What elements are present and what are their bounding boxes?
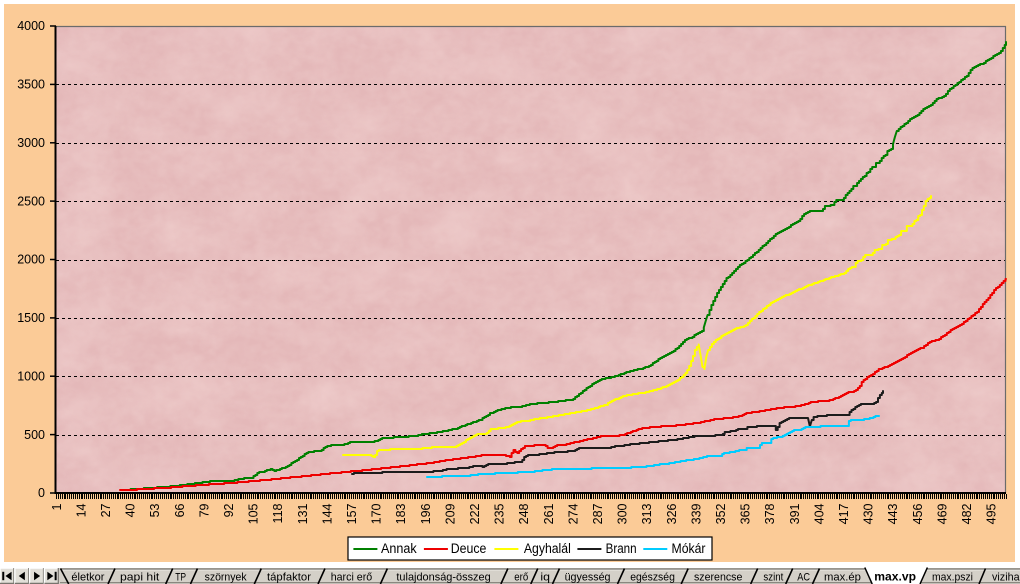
svg-text:27: 27 [99, 503, 113, 517]
svg-text:144: 144 [320, 503, 334, 524]
svg-text:3000: 3000 [17, 136, 45, 150]
svg-text:max.pszi: max.pszi [932, 572, 973, 584]
svg-text:1000: 1000 [17, 369, 45, 383]
svg-text:404: 404 [812, 503, 826, 524]
svg-text:287: 287 [591, 503, 605, 524]
svg-text:92: 92 [222, 503, 236, 517]
svg-text:1: 1 [50, 503, 64, 510]
svg-text:430: 430 [862, 503, 876, 524]
svg-text:harci erő: harci erő [331, 572, 373, 584]
svg-text:469: 469 [935, 503, 949, 524]
svg-text:tulajdonság-összeg: tulajdonság-összeg [396, 572, 490, 584]
svg-text:Mókár: Mókár [672, 541, 706, 556]
svg-text:vizihal: vizihal [992, 572, 1020, 584]
svg-text:235: 235 [493, 503, 507, 524]
svg-text:131: 131 [296, 503, 310, 524]
svg-text:szint: szint [763, 572, 783, 584]
svg-text:tápfaktor: tápfaktor [267, 572, 311, 584]
svg-text:495: 495 [985, 503, 999, 524]
svg-text:105: 105 [247, 503, 261, 524]
svg-text:53: 53 [148, 503, 162, 517]
svg-text:66: 66 [173, 503, 187, 517]
svg-text:Brann: Brann [606, 541, 637, 556]
svg-text:14: 14 [74, 503, 88, 517]
svg-text:szörnyek: szörnyek [205, 572, 247, 584]
svg-text:4000: 4000 [17, 19, 45, 33]
svg-text:max.ép: max.ép [824, 572, 861, 584]
svg-text:209: 209 [443, 503, 457, 524]
svg-text:500: 500 [24, 428, 45, 442]
svg-text:326: 326 [665, 503, 679, 524]
svg-text:339: 339 [689, 503, 703, 524]
svg-text:Agyhalál: Agyhalál [524, 541, 571, 556]
svg-text:183: 183 [394, 503, 408, 524]
svg-text:170: 170 [370, 503, 384, 524]
svg-text:egészség: egészség [630, 572, 675, 584]
svg-text:482: 482 [960, 503, 974, 524]
svg-text:Deuce: Deuce [451, 541, 487, 556]
svg-text:max.vp: max.vp [874, 572, 916, 584]
svg-text:222: 222 [468, 503, 482, 524]
svg-text:ügyesség: ügyesség [565, 572, 611, 584]
svg-text:261: 261 [542, 503, 556, 524]
svg-text:417: 417 [837, 503, 851, 524]
svg-text:248: 248 [517, 503, 531, 524]
svg-text:2500: 2500 [17, 194, 45, 208]
svg-text:196: 196 [419, 503, 433, 524]
svg-text:iq: iq [540, 572, 550, 584]
svg-text:378: 378 [763, 503, 777, 524]
svg-text:AC: AC [797, 572, 810, 584]
svg-text:300: 300 [616, 503, 630, 524]
svg-text:313: 313 [640, 503, 654, 524]
svg-text:274: 274 [566, 503, 580, 524]
svg-text:szerencse: szerencse [694, 572, 742, 584]
svg-text:erő: erő [514, 572, 528, 584]
svg-text:118: 118 [271, 503, 285, 523]
svg-text:79: 79 [197, 503, 211, 517]
svg-text:456: 456 [911, 503, 925, 524]
svg-text:391: 391 [788, 503, 802, 524]
svg-text:Annak: Annak [381, 541, 417, 556]
svg-text:1500: 1500 [17, 311, 45, 325]
svg-text:0: 0 [38, 486, 45, 500]
svg-text:életkor: életkor [71, 572, 104, 584]
svg-text:157: 157 [345, 503, 359, 524]
svg-text:40: 40 [124, 503, 138, 517]
svg-text:TP: TP [175, 572, 186, 584]
svg-text:365: 365 [739, 503, 753, 524]
svg-text:3500: 3500 [17, 78, 45, 92]
svg-text:papi hit: papi hit [120, 572, 159, 584]
svg-text:443: 443 [886, 503, 900, 524]
svg-text:352: 352 [714, 503, 728, 524]
svg-text:2000: 2000 [17, 253, 45, 267]
